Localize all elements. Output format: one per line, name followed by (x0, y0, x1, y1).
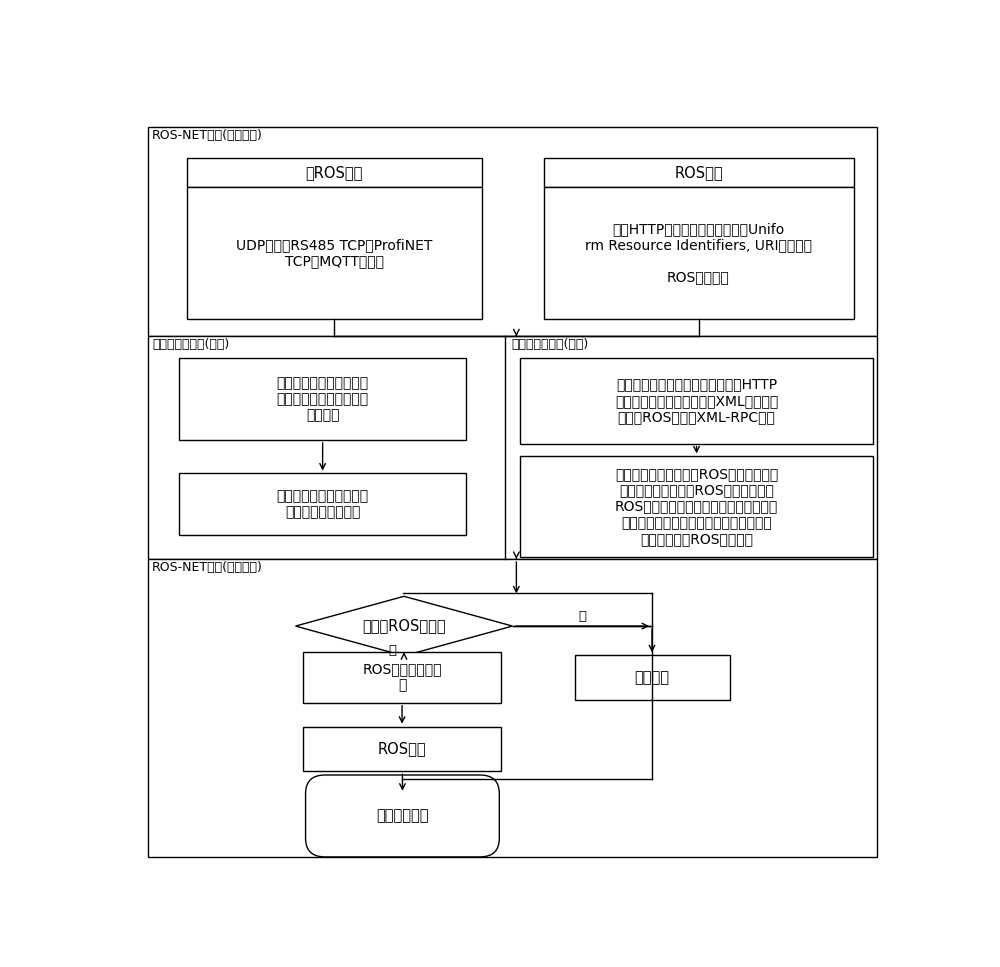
FancyBboxPatch shape (303, 726, 501, 772)
FancyBboxPatch shape (187, 159, 482, 187)
Text: 否: 否 (578, 610, 586, 623)
Text: 是否为ROS数据？: 是否为ROS数据？ (362, 619, 446, 633)
Text: 其他程序: 其他程序 (635, 670, 670, 685)
Text: 是: 是 (388, 644, 396, 657)
Text: 注册驱动，当外部设备插
入后，将自己展示为网络
接口设备: 注册驱动，当外部设备插 入后，将自己展示为网络 接口设备 (277, 376, 369, 423)
Text: 分析数据包，判断源数据是否满足HTTP
协议。进一步确认数据符合XML封装，确
认满足ROS通讯的XML-RPC协议: 分析数据包，判断源数据是否满足HTTP 协议。进一步确认数据符合XML封装，确 … (615, 378, 778, 425)
FancyBboxPatch shape (544, 159, 854, 187)
Text: 接受设备信息数据包，并
送至虚拟网络适配器: 接受设备信息数据包，并 送至虚拟网络适配器 (277, 489, 369, 519)
FancyBboxPatch shape (520, 358, 873, 444)
FancyBboxPatch shape (179, 474, 466, 536)
FancyBboxPatch shape (148, 128, 877, 336)
Text: 分发数据包，如果是非ROS数据，则直接
将数据发送到相关非ROS程序。如果是
ROS数据，则通过本地回环放到共享内存
（自动过程，有数据来自动添加到队列尾
部）: 分发数据包，如果是非ROS数据，则直接 将数据发送到相关非ROS程序。如果是 R… (615, 467, 778, 546)
FancyBboxPatch shape (187, 187, 482, 319)
Text: ROS程序: ROS程序 (378, 742, 426, 756)
FancyBboxPatch shape (148, 336, 877, 559)
Text: 虚拟网络中间件(内核): 虚拟网络中间件(内核) (152, 337, 229, 351)
Text: ROS共享内存、队
列: ROS共享内存、队 列 (362, 662, 442, 692)
FancyBboxPatch shape (574, 655, 730, 700)
Polygon shape (296, 597, 512, 656)
Text: 单次传输结束: 单次传输结束 (376, 808, 429, 824)
FancyBboxPatch shape (303, 652, 501, 703)
Text: UDP数据、RS485 TCP、ProfiNET
TCP、MQTT数据等: UDP数据、RS485 TCP、ProfiNET TCP、MQTT数据等 (236, 238, 432, 268)
FancyBboxPatch shape (544, 187, 854, 319)
Text: ROS数据: ROS数据 (674, 165, 723, 180)
Text: ROS-NET框架(内部设备): ROS-NET框架(内部设备) (152, 561, 263, 574)
Text: 非ROS数据: 非ROS数据 (306, 165, 363, 180)
Text: ROS-NET框架(外部设备): ROS-NET框架(外部设备) (152, 129, 263, 142)
FancyBboxPatch shape (306, 775, 499, 857)
Text: 通过HTTP使用统一资源标识符（Unifo
rm Resource Identifiers, URI）封装的

ROS消息设备: 通过HTTP使用统一资源标识符（Unifo rm Resource Identi… (585, 221, 812, 284)
FancyBboxPatch shape (148, 559, 877, 857)
FancyBboxPatch shape (179, 358, 466, 440)
FancyBboxPatch shape (520, 456, 873, 557)
Text: 虚拟网络适配器(内核): 虚拟网络适配器(内核) (511, 337, 588, 351)
